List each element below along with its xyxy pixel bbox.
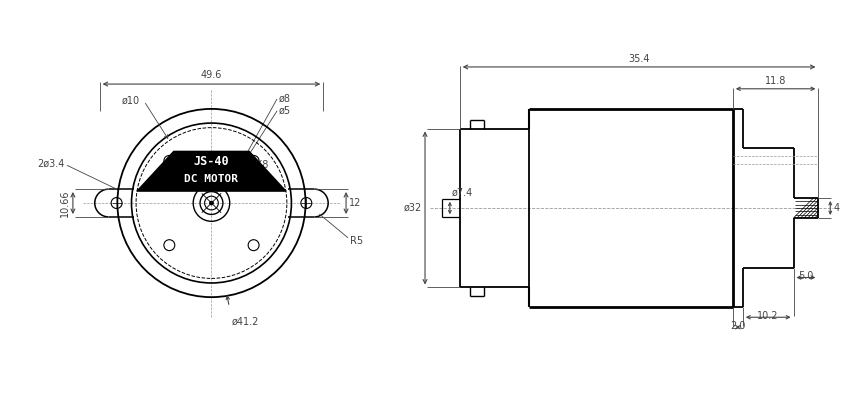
Text: 35.4: 35.4 — [628, 54, 650, 64]
Text: 11.8: 11.8 — [765, 76, 787, 86]
Text: JS-40: JS-40 — [193, 155, 229, 168]
Text: ø5: ø5 — [279, 106, 291, 116]
Text: DC MOTOR: DC MOTOR — [184, 174, 239, 184]
Text: 12: 12 — [349, 198, 361, 208]
Text: 2.0: 2.0 — [730, 321, 746, 331]
Circle shape — [210, 201, 213, 205]
Text: ø7.4: ø7.4 — [452, 188, 473, 198]
Text: 2ø3.4: 2ø3.4 — [38, 158, 65, 168]
Text: ø10: ø10 — [122, 96, 140, 106]
Text: 10.66: 10.66 — [60, 189, 70, 217]
Text: ø8: ø8 — [279, 94, 291, 104]
Text: 49.6: 49.6 — [201, 70, 223, 80]
Text: ø32: ø32 — [404, 203, 422, 213]
Text: 10.2: 10.2 — [758, 311, 779, 321]
Text: ø41.2: ø41.2 — [231, 317, 259, 327]
Text: 5.0: 5.0 — [799, 271, 814, 282]
Polygon shape — [137, 152, 286, 191]
Text: R5: R5 — [350, 236, 363, 246]
Text: M3X8: M3X8 — [241, 160, 269, 170]
Text: 4: 4 — [833, 203, 840, 213]
